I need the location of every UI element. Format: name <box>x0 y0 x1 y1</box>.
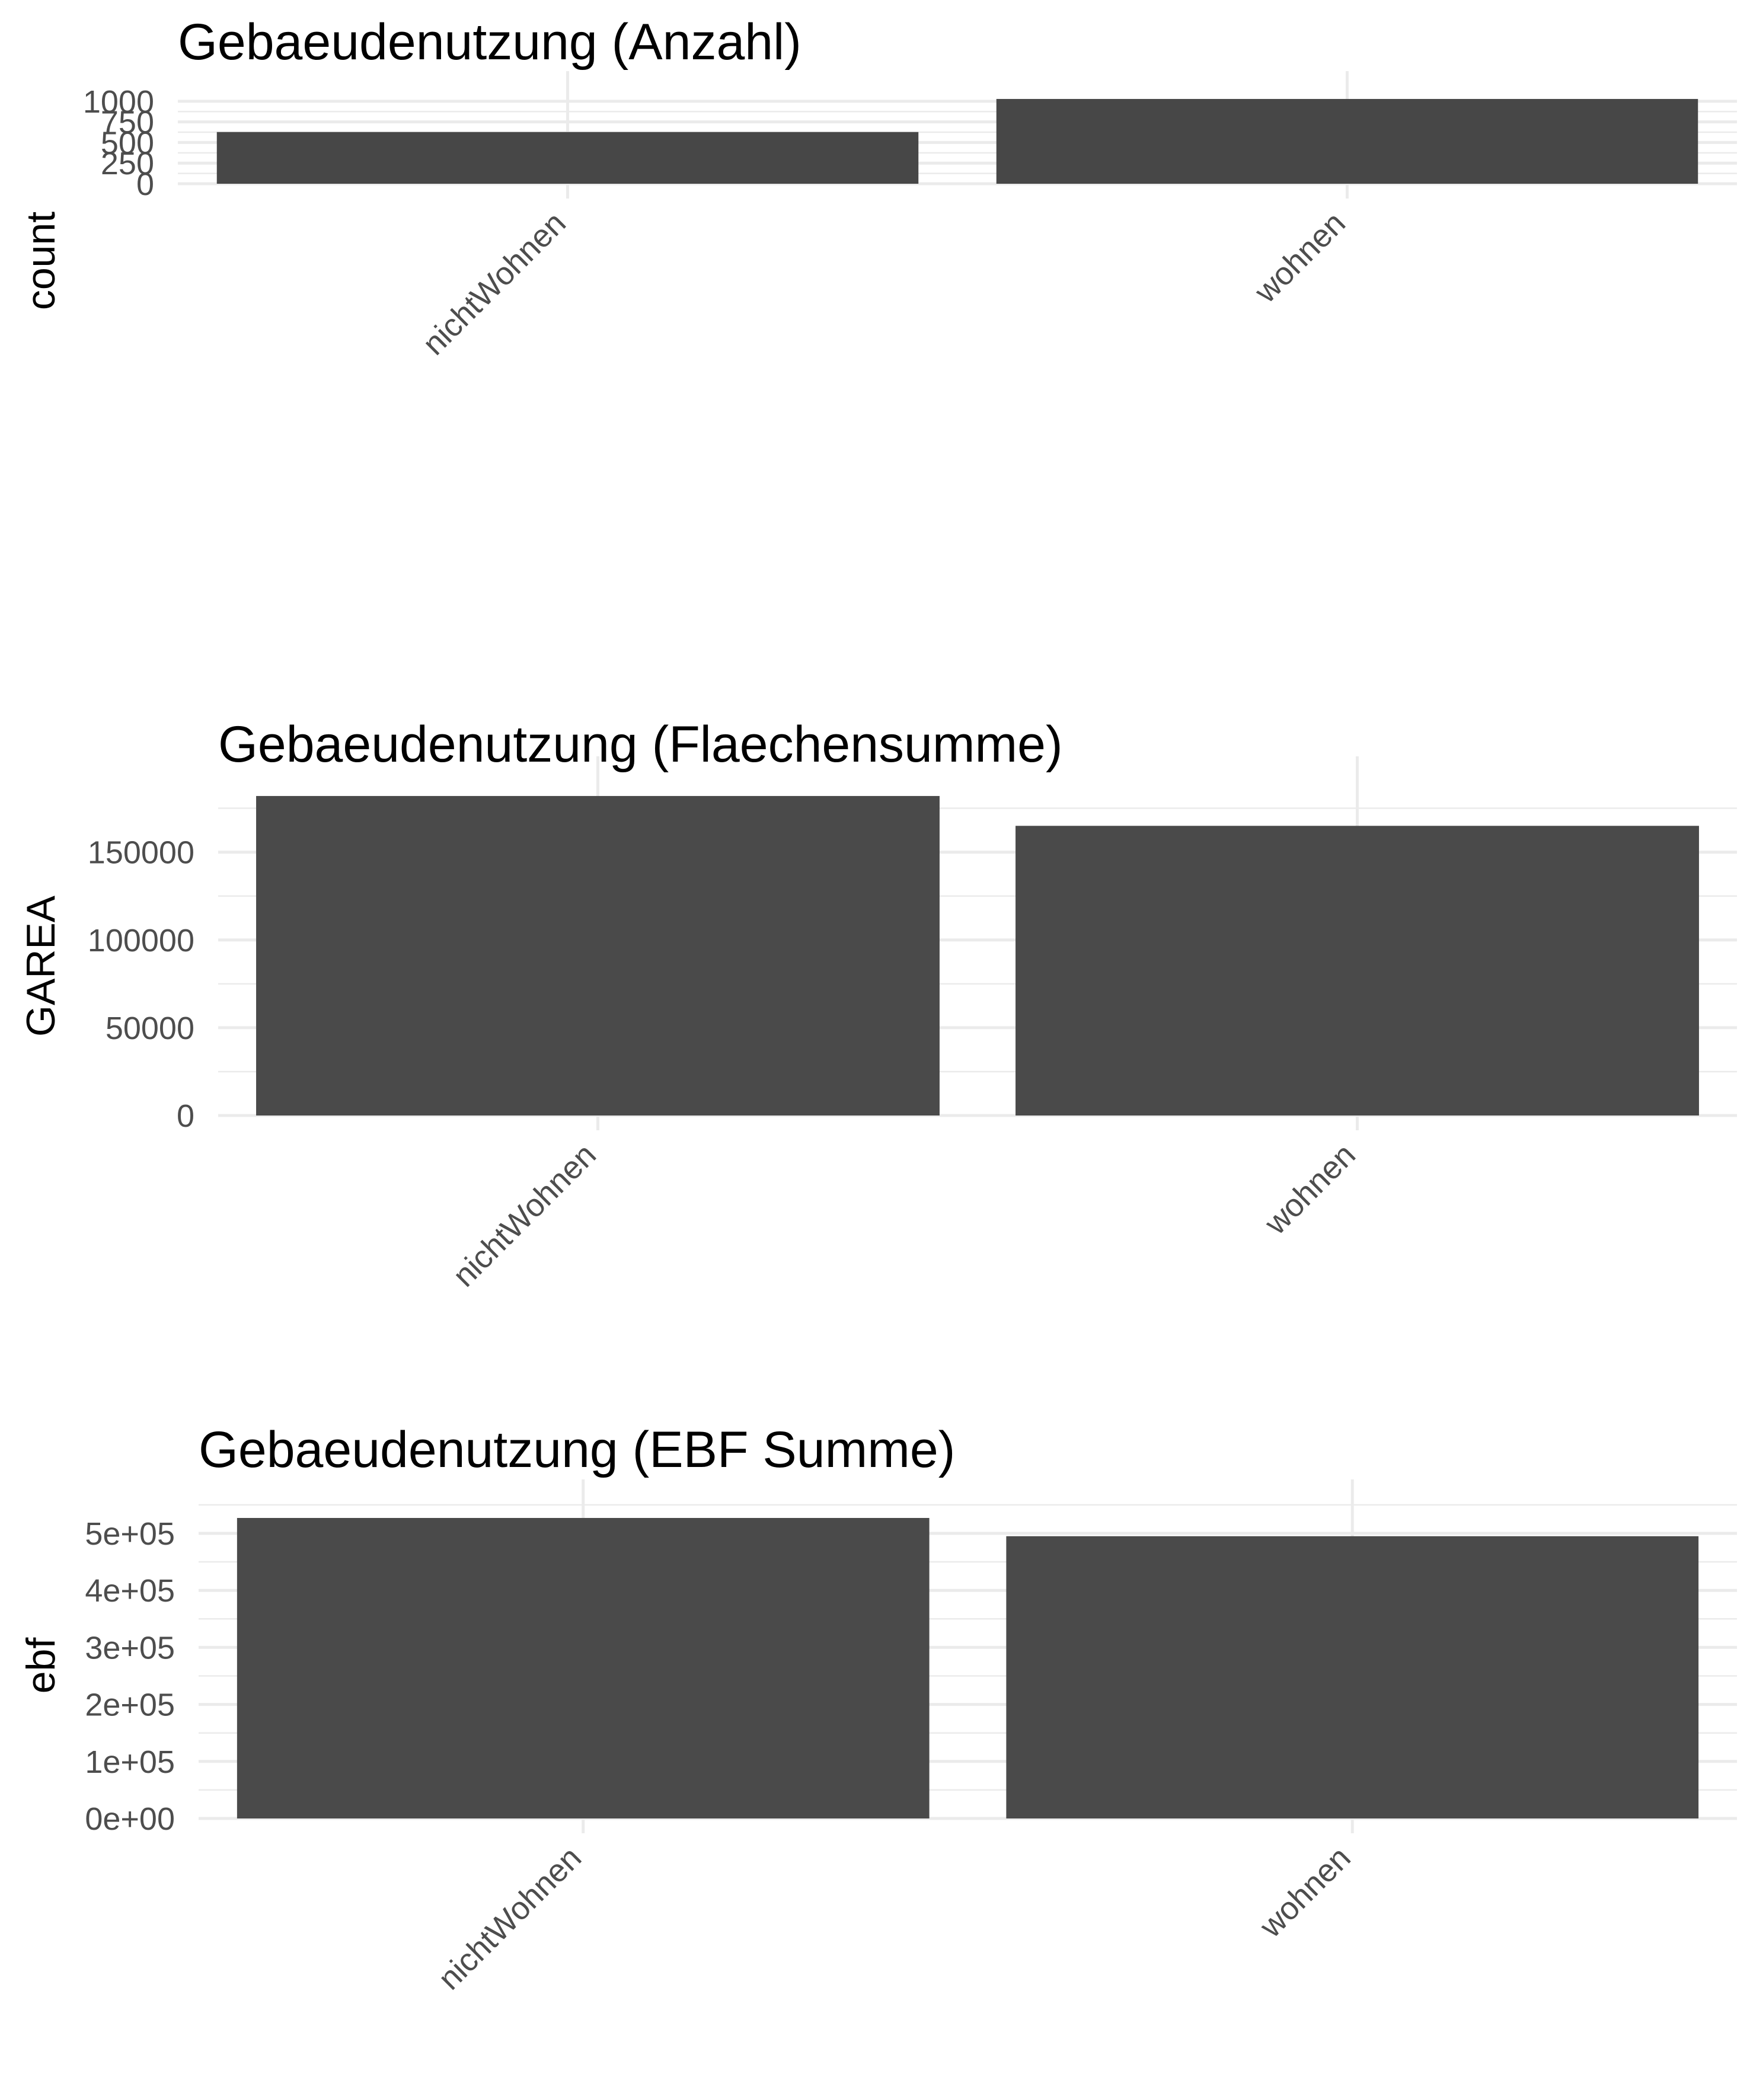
y-tick-label: 2e+05 <box>85 1687 175 1723</box>
chart-panel-garea: 0 50000 100000 150000 nichtWohnen wohnen Geb… <box>18 716 1737 1294</box>
y-tick-label: 3e+05 <box>85 1630 175 1666</box>
x-tick-label: nichtWohnen <box>446 1137 603 1294</box>
x-tick-label: wohnen <box>1257 1137 1362 1242</box>
bar-wohnen <box>996 98 1698 184</box>
chart-title: Gebaeudenutzung (Flaechensumme) <box>218 716 1063 773</box>
chart-panel-ebf: 0e+00 1e+05 2e+05 3e+05 4e+05 5e+05 nichtWohn… <box>18 1421 1737 1997</box>
y-tick-label: 1000 <box>83 84 154 120</box>
y-tick-label: 0 <box>136 167 154 202</box>
y-axis-label: ebf <box>18 1638 63 1694</box>
x-tick-label: wohnen <box>1253 1840 1358 1945</box>
y-axis-label: GAREA <box>18 895 63 1037</box>
bar-nichtWohnen <box>256 795 940 1115</box>
bars <box>237 1518 1699 1818</box>
y-tick-label: 250 <box>101 146 154 181</box>
bar-nichtWohnen <box>237 1518 930 1818</box>
y-tick-label: 0 <box>177 1098 194 1134</box>
x-tick-labels: nichtWohnen wohnen <box>432 1840 1358 1997</box>
y-tick-label: 100000 <box>88 923 194 958</box>
y-tick-label: 0e+00 <box>85 1801 175 1837</box>
y-tick-label: 750 <box>101 105 154 140</box>
y-tick-labels: 0e+00 1e+05 2e+05 3e+05 4e+05 5e+05 <box>85 1516 175 1837</box>
bar-wohnen <box>1015 826 1699 1115</box>
x-tick-labels: nichtWohnen wohnen <box>446 1137 1362 1294</box>
y-tick-label: 500 <box>101 125 154 161</box>
y-tick-label: 150000 <box>88 835 194 871</box>
y-axis-label: count <box>18 212 63 310</box>
y-tick-label: 1e+05 <box>85 1744 175 1780</box>
x-tick-label: nichtWohnen <box>416 205 573 362</box>
chart-title: Gebaeudenutzung (EBF Summe) <box>199 1421 955 1478</box>
bar-wohnen <box>1006 1536 1699 1818</box>
y-tick-label: 5e+05 <box>85 1516 175 1552</box>
bar-nichtWohnen <box>216 132 919 184</box>
x-tick-labels: nichtWohnen wohnen <box>416 205 1352 362</box>
bars <box>256 795 1699 1115</box>
y-tick-label: 4e+05 <box>85 1573 175 1609</box>
y-tick-label: 50000 <box>106 1011 194 1046</box>
bars <box>216 98 1698 184</box>
chart-title: Gebaeudenutzung (Anzahl) <box>178 14 801 71</box>
y-tick-labels: 0 50000 100000 150000 <box>88 835 194 1134</box>
x-tick-label: wohnen <box>1247 205 1352 310</box>
x-tick-label: nichtWohnen <box>432 1840 589 1997</box>
